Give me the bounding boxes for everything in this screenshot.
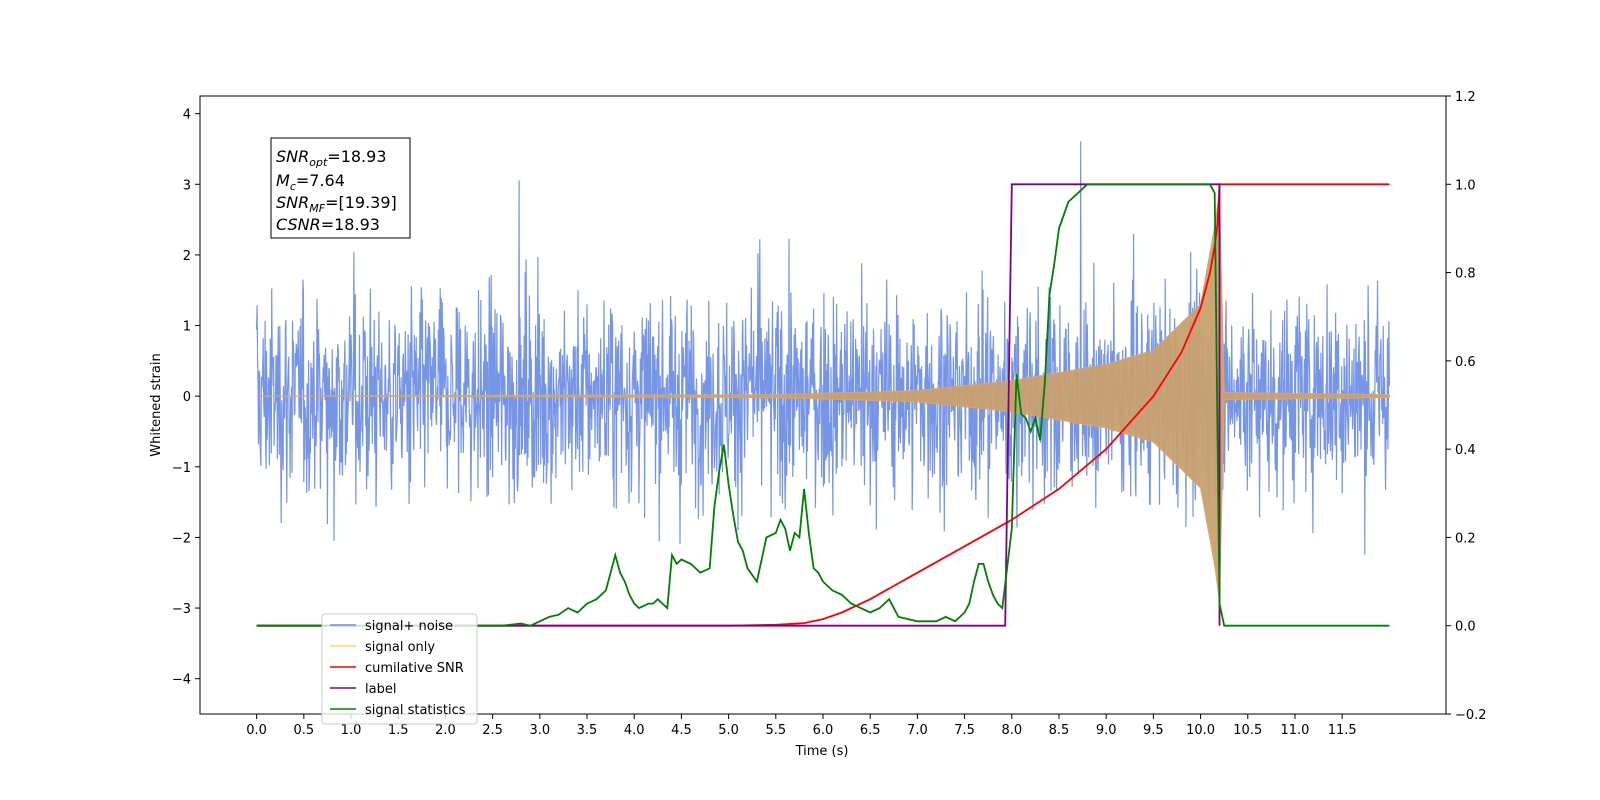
legend-label-signal-noise: signal+ noise [365, 619, 453, 634]
y-axis-left: −4 −3 −2 −1 0 1 2 3 4 [172, 108, 200, 688]
x-tick-label: 6.0 [813, 723, 834, 738]
x-tick-label: 8.5 [1049, 723, 1070, 738]
annotation-snr-opt: SNRopt=18.93 [276, 147, 387, 169]
legend-label-label: label [365, 682, 396, 697]
signal-statistics-line [256, 183, 1390, 627]
x-tick-label: 10.5 [1233, 723, 1262, 738]
annotation-box: SNRopt=18.93 Mc=7.64 SNRMF=[19.39] CSNR=… [270, 137, 411, 239]
x-tick-label: 11.0 [1280, 723, 1309, 738]
signal-only-series [256, 191, 1390, 602]
x-axis-label: Time (s) [795, 744, 849, 759]
legend-label-signal-only: signal only [365, 640, 435, 655]
cumulative-snr-series [256, 183, 1390, 627]
y-left-tick-label: −2 [172, 531, 191, 546]
y-left-tick-label: 2 [183, 249, 191, 264]
annotation-snr-mf: SNRMF=[19.39] [276, 193, 397, 215]
x-tick-label: 5.0 [718, 723, 739, 738]
x-tick-label: 6.5 [860, 723, 881, 738]
label-line [256, 183, 1221, 627]
annotation-csnr: CSNR=18.93 [276, 215, 380, 234]
x-tick-label: 11.5 [1328, 723, 1357, 738]
x-tick-label: 4.0 [624, 723, 645, 738]
x-tick-label: 7.0 [907, 723, 928, 738]
y-axis-label: Whitened strain [149, 353, 164, 456]
legend-label-signal-statistics: signal statistics [365, 703, 466, 718]
y-right-tick-label: 0.0 [1455, 620, 1476, 635]
label-series [256, 183, 1221, 627]
y-left-tick-label: 4 [183, 108, 191, 123]
y-right-tick-label: 1.2 [1455, 90, 1476, 105]
x-tick-label: 0.5 [293, 723, 314, 738]
x-tick-label: 3.0 [529, 723, 550, 738]
y-right-tick-label: 0.6 [1455, 355, 1476, 370]
annotation-mc: Mc=7.64 [276, 171, 345, 193]
x-tick-label: 1.0 [341, 723, 362, 738]
y-right-tick-label: 0.8 [1455, 267, 1476, 282]
y-left-tick-label: −1 [172, 461, 191, 476]
y-right-tick-label: 0.2 [1455, 531, 1476, 546]
x-tick-label: 10.0 [1186, 723, 1215, 738]
y-right-tick-label: 0.4 [1455, 443, 1476, 458]
y-right-tick-label: 1.0 [1455, 178, 1476, 193]
y-left-tick-label: −4 [172, 673, 191, 688]
y-right-tick-label: −0.2 [1455, 708, 1487, 723]
x-tick-label: 1.5 [388, 723, 409, 738]
x-tick-label: 3.5 [577, 723, 598, 738]
y-axis-right: −0.2 0.0 0.2 0.4 0.6 0.8 1.0 1.2 [1446, 90, 1487, 723]
y-left-tick-label: 0 [183, 390, 191, 405]
x-tick-label: 4.5 [671, 723, 692, 738]
x-tick-label: 5.5 [765, 723, 786, 738]
x-tick-label: 2.5 [482, 723, 503, 738]
y-left-tick-label: −3 [172, 602, 191, 617]
y-left-tick-label: 3 [183, 178, 191, 193]
signal-statistics-series [256, 183, 1390, 627]
legend: signal+ noise signal only cumilative SNR… [321, 613, 478, 725]
x-tick-label: 7.5 [954, 723, 975, 738]
x-tick-label: 0.0 [246, 723, 267, 738]
x-tick-label: 2.0 [435, 723, 456, 738]
x-tick-label: 9.5 [1143, 723, 1164, 738]
x-axis: 0.0 0.5 1.0 1.5 2.0 2.5 3.0 3.5 4.0 4.5 5.0 5.5 6.0 6… [246, 714, 1357, 738]
y-left-tick-label: 1 [183, 320, 191, 335]
legend-label-cumulative-snr: cumilative SNR [365, 661, 464, 676]
x-tick-label: 8.0 [1001, 723, 1022, 738]
x-tick-label: 9.0 [1096, 723, 1117, 738]
cumulative-snr-line [256, 183, 1390, 627]
signal-only-band [256, 191, 1390, 602]
